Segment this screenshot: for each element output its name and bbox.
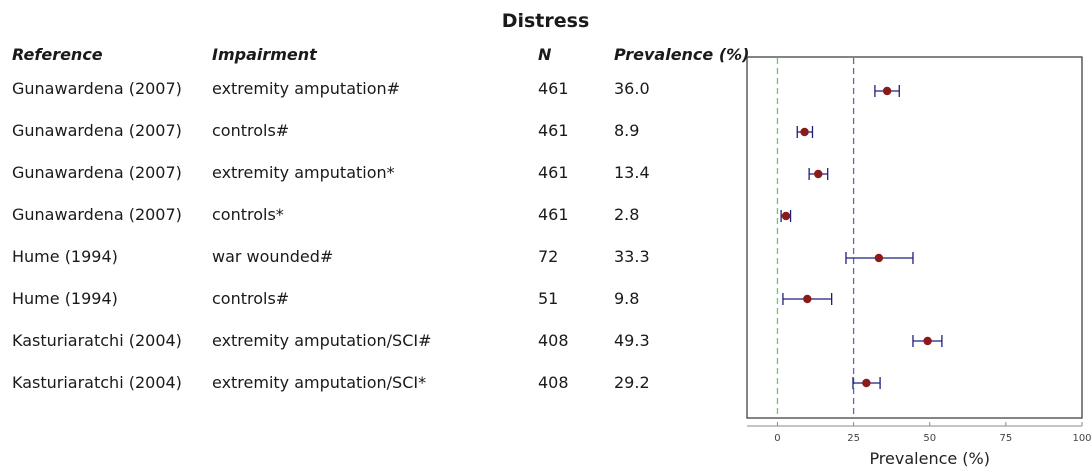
prevalence-point bbox=[923, 336, 932, 346]
reference-cell: Gunawardena (2007) bbox=[12, 79, 182, 98]
reference-cell: Gunawardena (2007) bbox=[12, 121, 182, 140]
header-impairment: Impairment bbox=[212, 45, 317, 64]
n-cell: 461 bbox=[538, 121, 569, 140]
prevalence-point bbox=[874, 253, 884, 263]
impairment-cell: extremity amputation# bbox=[212, 79, 401, 98]
prevalence-point bbox=[800, 127, 809, 137]
n-cell: 72 bbox=[538, 247, 559, 266]
impairment-cell: controls# bbox=[212, 289, 290, 308]
impairment-cell: war wounded# bbox=[212, 247, 334, 266]
table-row: Gunawardena (2007) extremity amputation#… bbox=[0, 79, 740, 103]
chart-title: Distress bbox=[501, 10, 590, 32]
reference-cell: Hume (1994) bbox=[12, 247, 118, 266]
reference-cell: Gunawardena (2007) bbox=[12, 205, 182, 224]
prevalence-cell: 33.3 bbox=[614, 247, 650, 266]
prevalence-cell: 36.0 bbox=[614, 79, 650, 98]
prevalence-cell: 13.4 bbox=[614, 163, 650, 182]
plot-frame bbox=[746, 56, 1083, 419]
header-reference: Reference bbox=[12, 45, 103, 64]
prevalence-cell: 29.2 bbox=[614, 373, 650, 392]
reference-cell: Gunawardena (2007) bbox=[12, 163, 182, 182]
x-tick-label: 0 bbox=[774, 433, 780, 444]
reference-cell: Hume (1994) bbox=[12, 289, 118, 308]
prevalence-point bbox=[814, 169, 823, 179]
table-row: Gunawardena (2007) extremity amputation*… bbox=[0, 163, 740, 187]
reference-cell: Kasturiaratchi (2004) bbox=[12, 373, 182, 392]
prevalence-point bbox=[882, 86, 892, 96]
impairment-cell: extremity amputation* bbox=[212, 163, 395, 182]
n-cell: 408 bbox=[538, 331, 569, 350]
header-prevalence: Prevalence (%) bbox=[614, 45, 750, 64]
prevalence-cell: 9.8 bbox=[614, 289, 640, 308]
table-row: Gunawardena (2007) controls# 461 8.9 bbox=[0, 121, 740, 145]
reference-cell: Kasturiaratchi (2004) bbox=[12, 331, 182, 350]
prevalence-point bbox=[781, 211, 791, 221]
prevalence-cell: 49.3 bbox=[614, 331, 650, 350]
table-row: Hume (1994) war wounded# 72 33.3 bbox=[0, 247, 740, 271]
n-cell: 51 bbox=[538, 289, 559, 308]
x-tick-label: 100 bbox=[1072, 433, 1091, 444]
table-row: Kasturiaratchi (2004) extremity amputati… bbox=[0, 373, 740, 397]
impairment-cell: controls* bbox=[212, 205, 284, 224]
table-row: Gunawardena (2007) controls* 461 2.8 bbox=[0, 205, 740, 229]
prevalence-cell: 2.8 bbox=[614, 205, 640, 224]
x-tick-label: 50 bbox=[923, 433, 936, 444]
impairment-cell: extremity amputation/SCI* bbox=[212, 373, 427, 392]
n-cell: 408 bbox=[538, 373, 569, 392]
x-tick-label: 25 bbox=[847, 433, 860, 444]
n-cell: 461 bbox=[538, 163, 569, 182]
table-row: Kasturiaratchi (2004) extremity amputati… bbox=[0, 331, 740, 355]
impairment-cell: extremity amputation/SCI# bbox=[212, 331, 432, 350]
x-tick-label: 75 bbox=[999, 433, 1012, 444]
n-cell: 461 bbox=[538, 205, 569, 224]
prevalence-cell: 8.9 bbox=[614, 121, 640, 140]
header-n: N bbox=[538, 45, 552, 64]
x-axis-label: Prevalence (%) bbox=[869, 449, 990, 468]
n-cell: 461 bbox=[538, 79, 569, 98]
prevalence-point bbox=[862, 378, 871, 388]
impairment-cell: controls# bbox=[212, 121, 290, 140]
table-row: Hume (1994) controls# 51 9.8 bbox=[0, 289, 740, 313]
prevalence-point bbox=[803, 294, 812, 304]
